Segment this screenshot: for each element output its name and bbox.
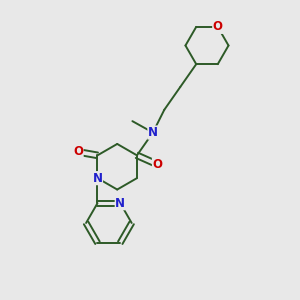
Text: N: N — [115, 197, 125, 210]
Text: O: O — [73, 146, 83, 158]
Text: N: N — [148, 126, 158, 139]
Text: O: O — [152, 158, 163, 171]
Text: O: O — [213, 20, 223, 33]
Text: N: N — [92, 172, 103, 184]
